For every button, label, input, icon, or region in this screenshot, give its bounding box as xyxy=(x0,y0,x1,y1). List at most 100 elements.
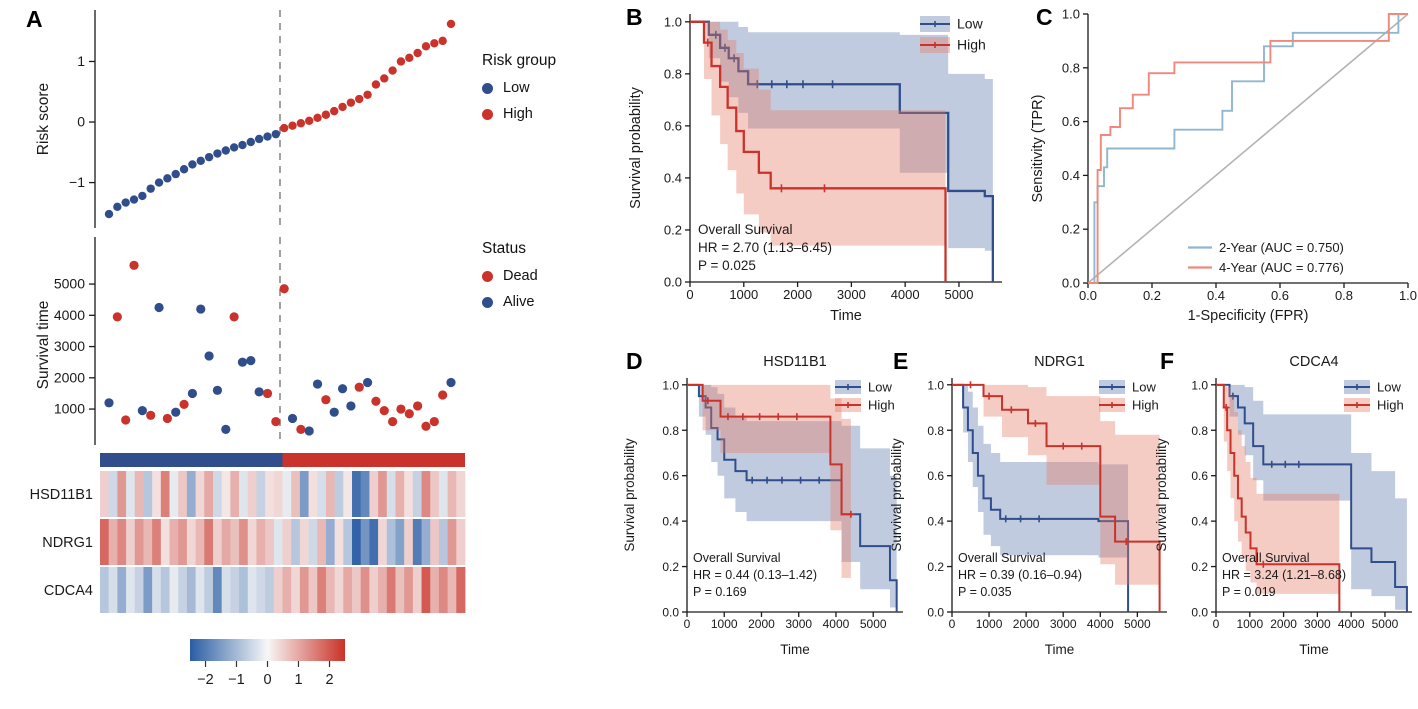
x-axis-label: Time xyxy=(1045,642,1075,657)
risk-score-point xyxy=(446,19,456,29)
survival-time-point xyxy=(388,416,398,427)
chart-text: 5000 xyxy=(860,617,887,631)
risk-score-point xyxy=(138,191,147,201)
heatmap-cell xyxy=(343,471,353,517)
heatmap-cell xyxy=(456,567,466,613)
survival-time-point xyxy=(212,385,223,395)
legend-label: Low xyxy=(1132,380,1156,395)
heatmap-cell xyxy=(126,471,136,517)
chart-text: 0.6 xyxy=(664,118,682,133)
chart-title: NDRG1 xyxy=(1034,354,1085,370)
survival-time-point xyxy=(279,284,289,294)
colorbar-tick-label: −2 xyxy=(197,672,214,688)
heatmap-cell xyxy=(430,567,440,613)
heatmap-cell xyxy=(352,519,362,565)
survival-time-point xyxy=(346,401,356,411)
risk-score-point xyxy=(338,102,347,112)
survival-time-point xyxy=(146,410,156,420)
chart-text: 2000 xyxy=(748,617,775,631)
heatmap-cell xyxy=(360,471,370,517)
chart-text: 3000 xyxy=(785,617,812,631)
panel-label-e: E xyxy=(893,348,909,374)
heatmap-cell xyxy=(412,519,422,565)
chart-text: 0.2 xyxy=(927,560,944,574)
heatmap-cell xyxy=(308,519,318,565)
heatmap-cell xyxy=(265,519,275,565)
survival-time-point xyxy=(154,302,164,313)
heatmap-cell xyxy=(256,567,266,613)
heatmap-cell xyxy=(421,567,431,613)
chart-text: 0.2 xyxy=(662,560,679,574)
chart-text: 1.0 xyxy=(1191,378,1208,392)
heatmap-cell xyxy=(117,567,127,613)
km-line-low xyxy=(952,383,1130,612)
chart-text: 0.4 xyxy=(664,170,682,185)
survival-time-point xyxy=(229,312,239,322)
panel-label-d: D xyxy=(626,348,643,374)
risk-score-point xyxy=(254,134,264,144)
chart-text: 4000 xyxy=(1338,617,1365,631)
risk-score-point xyxy=(129,195,139,204)
risk-score-point xyxy=(296,119,306,128)
chart-text: 0 xyxy=(949,617,956,631)
high-dot-icon xyxy=(482,108,493,120)
risk-score-point xyxy=(196,156,205,165)
risk-score-point xyxy=(229,143,239,152)
colorbar-tick-label: 1 xyxy=(294,672,302,688)
heatmap-cell xyxy=(152,567,162,613)
survival-time-point xyxy=(237,357,248,367)
y-axis-label: Survival probability xyxy=(889,438,904,552)
heatmap-cell xyxy=(160,519,170,565)
chart-text: 1000 xyxy=(976,617,1003,631)
chart-text: 0.4 xyxy=(1062,168,1080,183)
risk-score-point xyxy=(396,57,406,66)
risk-score-point xyxy=(179,165,189,174)
chart-text: 4000 xyxy=(1087,617,1114,631)
heatmap-cell xyxy=(178,471,188,517)
heatmap-cell xyxy=(152,471,162,517)
chart-text: 1.0 xyxy=(1399,288,1417,303)
risk-score-point xyxy=(321,110,331,119)
heatmap-cell xyxy=(299,471,309,517)
heatmap-cell xyxy=(134,567,144,613)
survival-time-point xyxy=(129,260,139,270)
chart-text: 0.0 xyxy=(662,606,679,620)
heatmap-cell xyxy=(178,567,188,613)
survival-time-point xyxy=(312,379,323,389)
heatmap-cell xyxy=(430,519,440,565)
heatmap-cell xyxy=(438,567,449,613)
chart-text: 4000 xyxy=(54,307,85,323)
survival-time-point xyxy=(196,304,206,314)
heatmap-row-label: NDRG1 xyxy=(42,535,93,551)
alive-dot-icon xyxy=(482,296,493,308)
heatmap-cell xyxy=(143,519,153,565)
survival-time-point xyxy=(171,407,181,417)
chart-text: 1 xyxy=(77,53,85,69)
heatmap-cell xyxy=(108,519,118,565)
heatmap-cell xyxy=(317,471,327,517)
risk-score-point xyxy=(304,116,314,126)
heatmap-cell xyxy=(126,567,136,613)
heatmap-cell xyxy=(186,471,196,517)
heatmap-cell xyxy=(395,471,405,517)
heatmap-cell xyxy=(230,471,240,517)
dead-dot-icon xyxy=(482,270,493,282)
heatmap-cell xyxy=(378,519,388,565)
heatmap-cell xyxy=(212,567,223,613)
chart-text: 4000 xyxy=(823,617,850,631)
survival-time-point xyxy=(121,415,131,425)
roc-line-1 xyxy=(1088,13,1408,284)
survival-time-point xyxy=(271,416,281,427)
reference-diagonal xyxy=(1087,13,1409,284)
survival-time-point xyxy=(112,312,122,322)
ci-band-high xyxy=(1216,384,1340,612)
chart-text: 1.0 xyxy=(662,378,679,392)
heatmap-cell xyxy=(273,471,283,517)
heatmap-cell xyxy=(360,519,370,565)
heatmap-cell xyxy=(299,567,309,613)
heatmap-row-label: HSD11B1 xyxy=(30,487,93,503)
panel-label-c: C xyxy=(1036,4,1053,30)
chart-text: 0.4 xyxy=(927,515,944,529)
ci-band-high xyxy=(687,384,851,578)
survival-time-point xyxy=(337,384,348,394)
